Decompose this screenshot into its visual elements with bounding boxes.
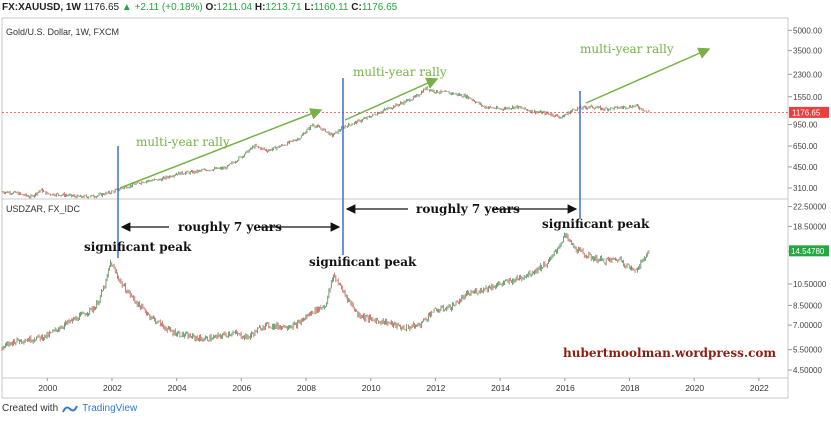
zar-pane-title: USDZAR, FX_IDC (6, 204, 81, 214)
xtick-label: 2000 (38, 383, 57, 393)
gold-pane-title: Gold/U.S. Dollar, 1W, FXCM (6, 27, 119, 37)
gold-ytick-label: 5000.00 (793, 26, 822, 35)
gold-last-price-text: 1176.65 (792, 108, 821, 117)
xtick-label: 2022 (750, 383, 769, 393)
last-price: 1176.65 (83, 2, 120, 13)
created-with-text: Created with (2, 403, 59, 414)
xtick-label: 2002 (103, 383, 122, 393)
xtick-label: 2006 (232, 383, 251, 393)
years-label-1: roughly 7 years (178, 220, 282, 234)
change-up-icon: ▲ (121, 2, 132, 13)
xtick-label: 2004 (168, 383, 187, 393)
zar-ytick-label: 5.50000 (793, 346, 822, 355)
rally-arrow-2 (344, 77, 439, 121)
low-value: 1160.11 (313, 2, 349, 13)
high-value: 1213.71 (265, 2, 302, 13)
tradingview-logo-icon[interactable] (62, 404, 79, 414)
gold-ytick-label: 310.00 (793, 184, 818, 193)
gold-ytick-label: 450.00 (793, 163, 818, 172)
open-label: O: (205, 2, 217, 13)
gold-price-series (1, 85, 650, 199)
gold-price-axis[interactable]: 5000.00 3500.00 2300.00 1550.00 950.00 650.00… (788, 26, 822, 193)
close-label: C: (351, 2, 362, 13)
gold-ytick-label: 950.00 (793, 121, 818, 130)
gold-ytick-label: 1550.00 (793, 93, 822, 102)
zar-last-price-box (789, 245, 829, 257)
open-value: 1211.04 (216, 2, 253, 13)
time-axis[interactable]: 2000 2002 2004 2006 2008 2010 2012 2014 2016 2018… (38, 378, 769, 393)
zar-ytick-label: 4.50000 (793, 366, 822, 375)
xtick-label: 2012 (426, 383, 445, 393)
peak-label-2002: significant peak (84, 240, 192, 254)
close-value: 1176.65 (361, 2, 398, 13)
rally-label-1: multi-year rally (136, 135, 230, 149)
years-label-2: roughly 7 years (416, 202, 520, 216)
watermark-url: hubertmoolman.wordpress.com (563, 346, 776, 360)
xtick-label: 2014 (491, 383, 510, 393)
zar-last-price-text: 14.54780 (791, 247, 825, 256)
tradingview-link[interactable]: TradingView (82, 403, 138, 414)
zar-ytick-label: 22.50000 (793, 203, 827, 212)
high-label: H: (254, 2, 266, 13)
symbol-name: FX:XAUUSD, 1W (2, 2, 81, 13)
rally-arrow-3 (585, 47, 711, 104)
peak-label-2016: significant peak (542, 217, 650, 231)
peak-label-2008: significant peak (309, 255, 417, 269)
xtick-label: 2018 (621, 383, 640, 393)
xtick-label: 2020 (685, 383, 704, 393)
gold-last-price-tag: 1176.65 (789, 106, 829, 118)
zar-ytick-label: 10.50000 (793, 280, 827, 289)
change-value: +2.11 (+0.18%) (134, 2, 203, 13)
xtick-label: 2010 (362, 383, 381, 393)
rally-arrow-1 (119, 108, 323, 189)
zar-ytick-label: 18.50000 (793, 222, 827, 231)
zar-ytick-label: 7.00000 (793, 321, 822, 330)
zar-ytick-label: 8.50000 (793, 301, 822, 310)
xtick-label: 2016 (556, 383, 575, 393)
gold-ytick-label: 3500.00 (793, 47, 822, 56)
xtick-label: 2008 (297, 383, 316, 393)
rally-label-3: multi-year rally (580, 42, 674, 56)
rally-label-2: multi-year rally (353, 65, 447, 79)
zar-price-series (1, 232, 650, 351)
gold-ytick-label: 2300.00 (793, 70, 822, 79)
gold-last-price-box (789, 106, 829, 118)
zar-price-axis[interactable]: 22.5000018.5000014.5000010.500008.500007… (788, 203, 827, 375)
symbol-header: FX:XAUUSD, 1W 1176.65 ▲ +2.11 (+0.18%) O… (2, 2, 397, 13)
zar-last-price-tag: 14.54780 (789, 245, 829, 257)
low-label: L: (304, 2, 314, 13)
gold-ytick-label: 650.00 (793, 142, 818, 151)
footer: Created with TradingView (2, 403, 137, 414)
